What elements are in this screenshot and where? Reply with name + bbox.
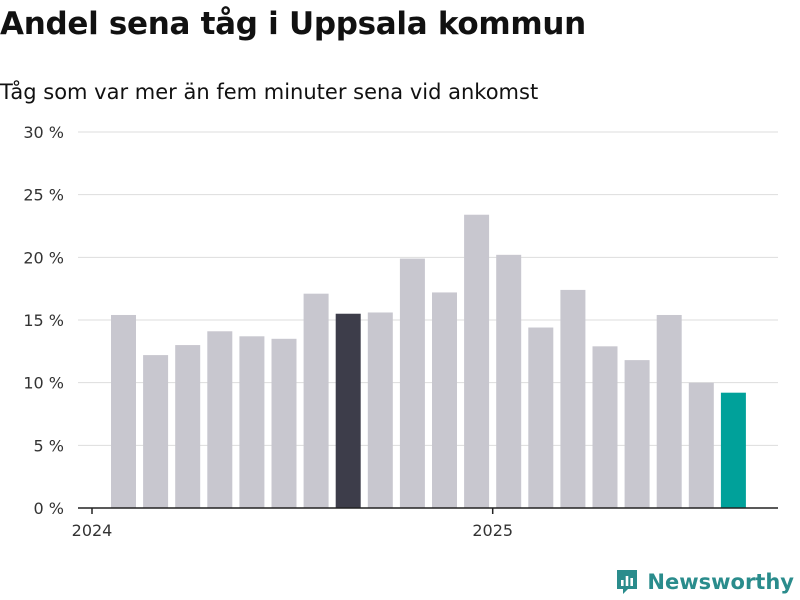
y-tick-label: 10 %: [23, 374, 64, 393]
y-tick-label: 0 %: [34, 499, 64, 518]
y-tick-label: 30 %: [23, 123, 64, 142]
x-tick-label: 2025: [472, 521, 513, 540]
bar: [688, 382, 714, 508]
newsworthy-logo: Newsworthy: [615, 568, 794, 596]
bar: [143, 355, 169, 508]
bar: [399, 258, 425, 508]
y-tick-label: 5 %: [34, 436, 64, 455]
y-tick-label: 25 %: [23, 186, 64, 205]
y-tick-label: 20 %: [23, 248, 64, 267]
bar: [720, 392, 746, 508]
bar: [271, 338, 297, 508]
x-tick-label: 2024: [72, 521, 113, 540]
newsworthy-logo-text: Newsworthy: [647, 570, 794, 594]
chart-subtitle: Tåg som var mer än fem minuter sena vid …: [0, 80, 539, 104]
bar: [464, 214, 490, 508]
bar: [111, 314, 136, 508]
chart-title: Andel sena tåg i Uppsala kommun: [0, 6, 586, 42]
bar: [624, 360, 650, 508]
x-axis: 2024 2025: [72, 507, 778, 540]
bar: [239, 336, 265, 508]
y-tick-label: 15 %: [23, 311, 64, 330]
bar: [528, 327, 554, 508]
bar: [335, 313, 361, 508]
bar: [592, 346, 618, 508]
newsworthy-logo-icon: [617, 570, 638, 594]
bars: [111, 214, 746, 508]
bar: [560, 289, 586, 508]
bar: [656, 314, 682, 508]
bar: [496, 254, 522, 508]
y-axis: 0 % 5 % 10 % 15 % 20 % 25 % 30 %: [23, 123, 64, 518]
bar: [432, 292, 457, 508]
bar: [367, 312, 393, 508]
bar: [175, 345, 201, 508]
bar: [207, 331, 233, 508]
bar: [303, 293, 329, 508]
